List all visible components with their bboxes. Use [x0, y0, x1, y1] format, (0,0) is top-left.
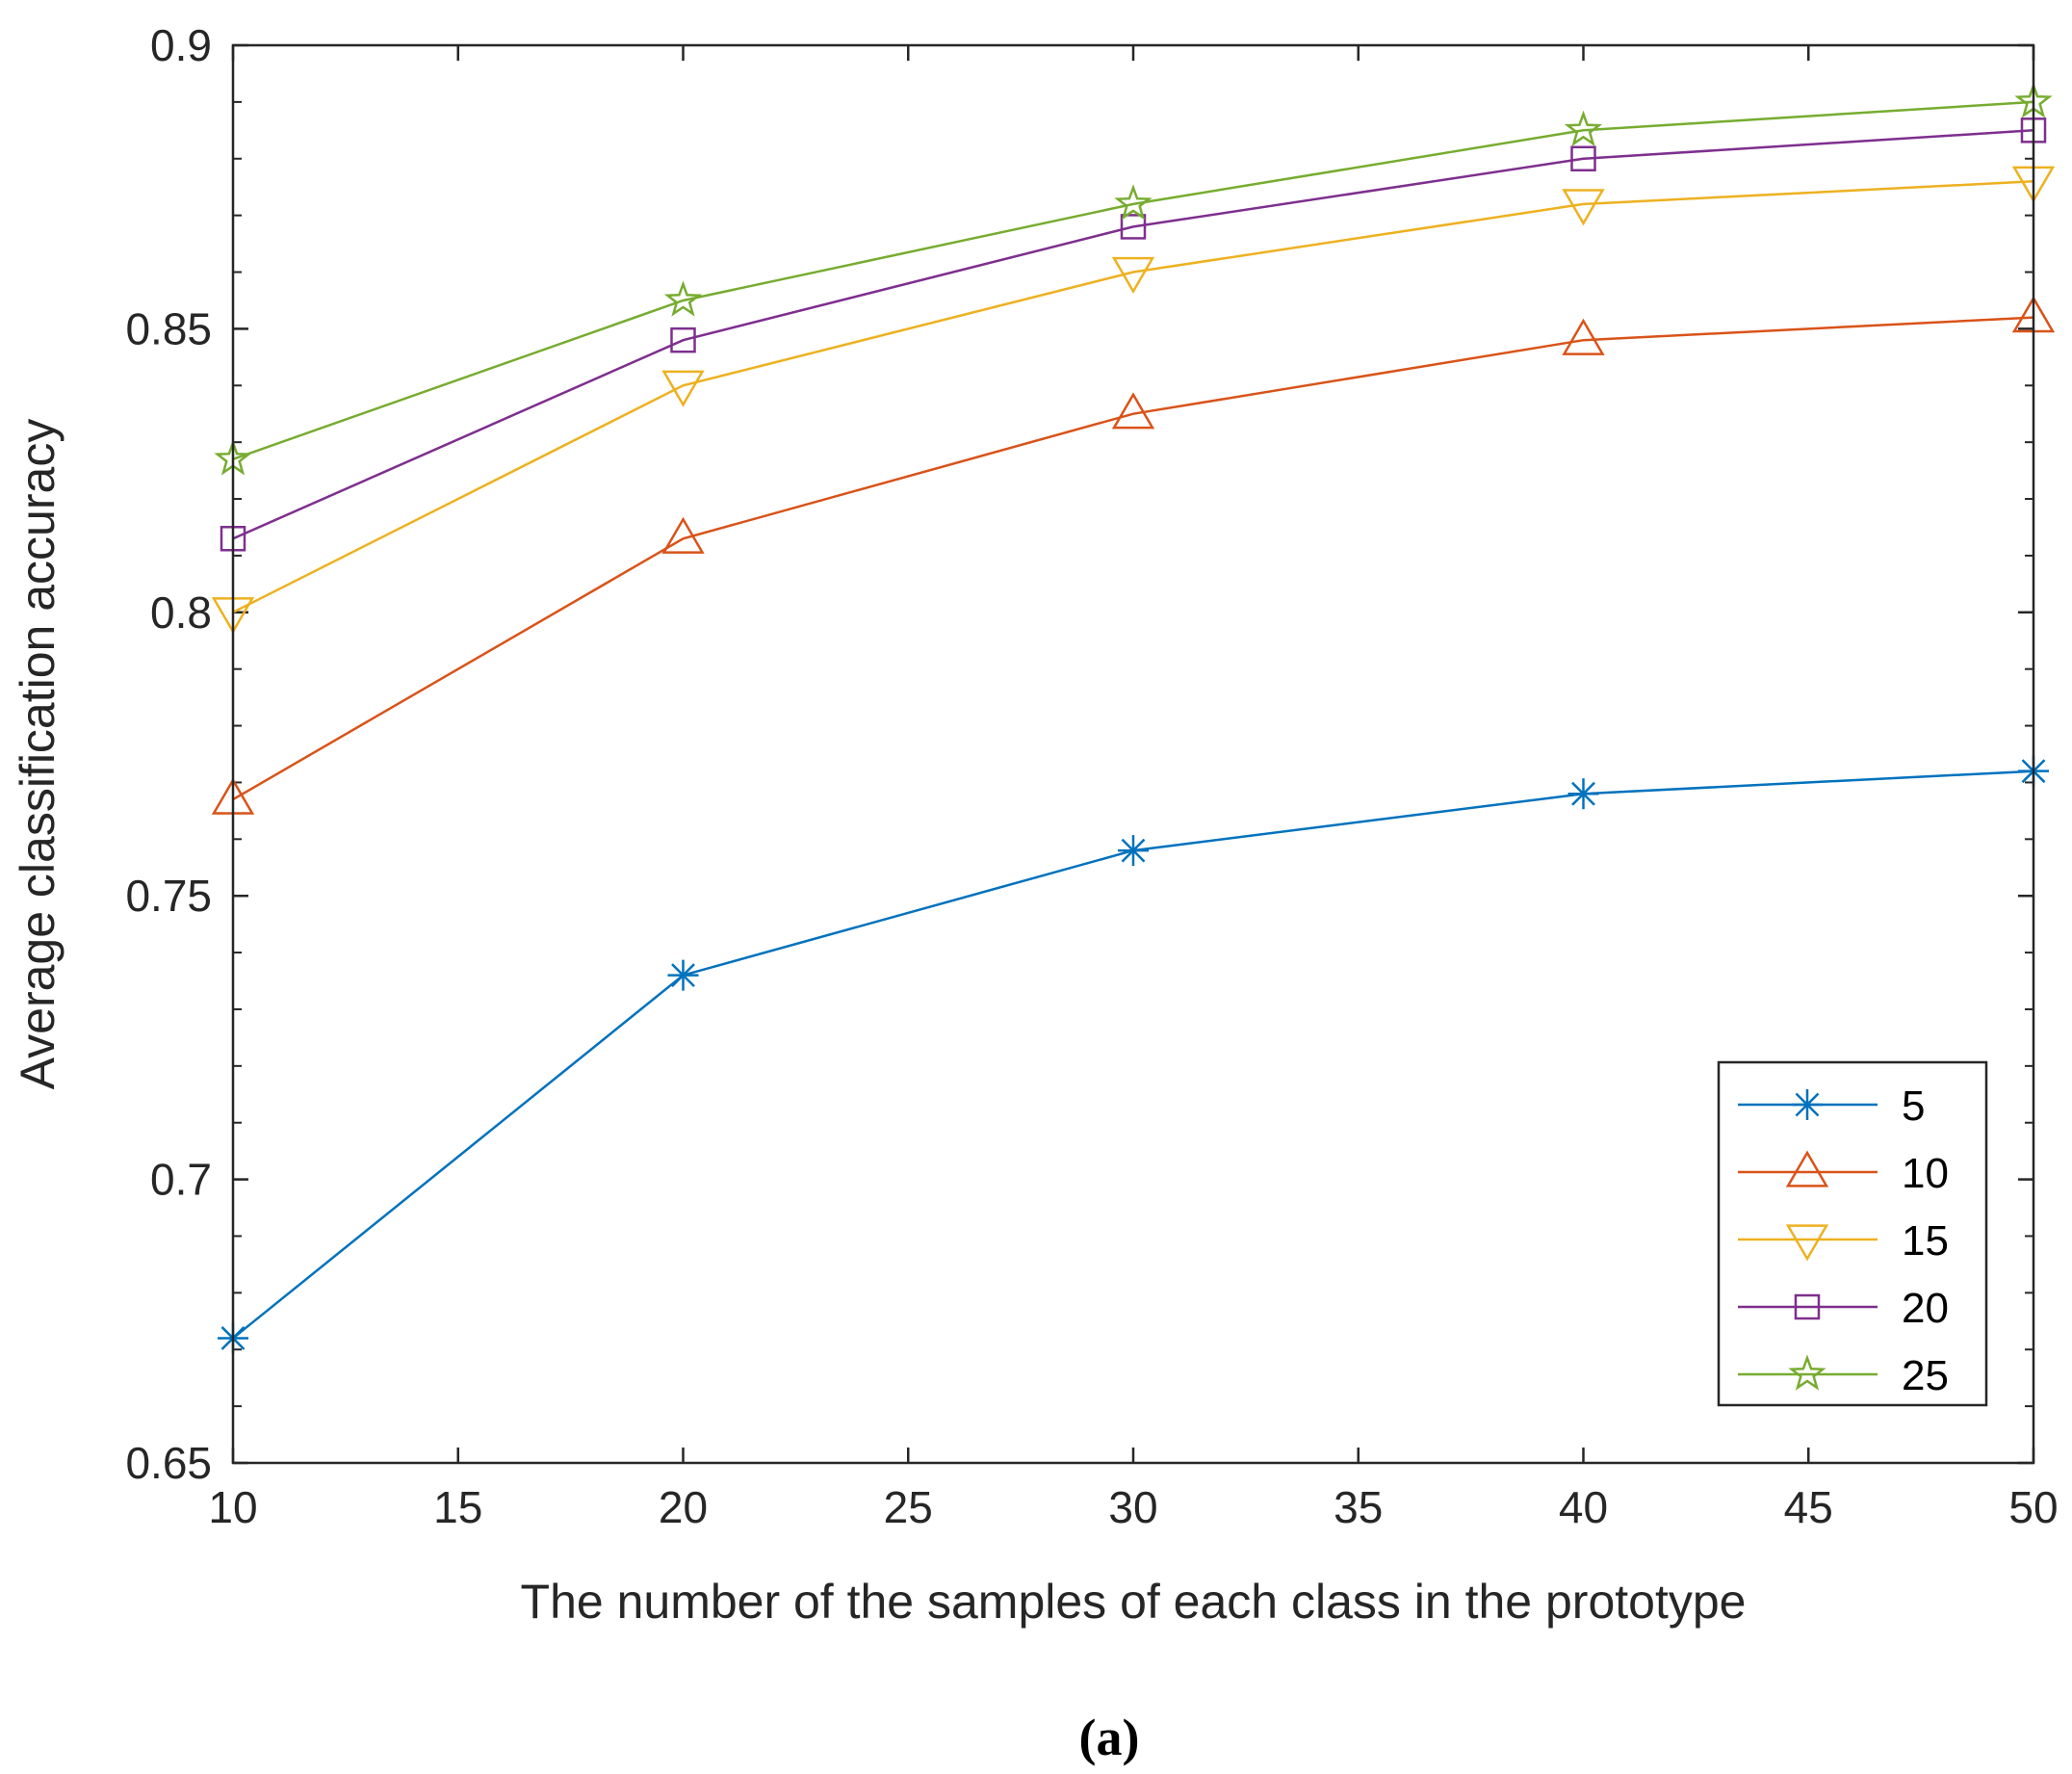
legend-label: 20	[1902, 1285, 1949, 1332]
x-tick-label: 15	[433, 1482, 482, 1532]
y-tick-label: 0.9	[150, 20, 212, 70]
x-tick-label: 45	[1784, 1482, 1833, 1532]
series-line-25	[232, 100, 2034, 460]
legend-marker	[1785, 1150, 1829, 1187]
y-tick-label: 0.8	[150, 587, 212, 638]
legend-entry-25: 25	[1738, 1352, 1949, 1399]
axes-box	[231, 43, 2035, 1465]
y-axis-title: Average classification accuracy	[11, 419, 65, 1090]
data-point-20	[1570, 145, 1596, 172]
legend-box	[1717, 1060, 1988, 1407]
series-line-10	[232, 316, 2034, 801]
x-tick-label: 25	[884, 1482, 933, 1532]
series-15	[211, 166, 2056, 635]
legend-entry-15: 15	[1738, 1217, 1949, 1265]
legend-marker	[1788, 1354, 1826, 1391]
y-tick-label: 0.85	[125, 303, 212, 353]
data-point-5	[667, 959, 699, 991]
x-tick-label: 20	[659, 1482, 708, 1532]
y-tick-label: 0.75	[125, 871, 212, 921]
data-point-25	[1564, 110, 1603, 147]
legend-marker	[1785, 1224, 1829, 1262]
data-point-5	[1567, 778, 1599, 810]
legend-entry-10: 10	[1738, 1150, 1949, 1197]
data-point-25	[663, 280, 703, 317]
y-tick-label: 0.65	[125, 1438, 212, 1488]
series-line-15	[232, 180, 2034, 613]
legend-entry-20: 20	[1738, 1285, 1949, 1332]
y-tick-label: 0.7	[150, 1155, 212, 1205]
data-point-20	[670, 326, 696, 353]
x-tick-label: 50	[2008, 1482, 2058, 1532]
x-axis-title: The number of the samples of each class …	[521, 1575, 1747, 1629]
tick-labels: 10 15 20 25 30 35 40 45 50 0.65 0.7 0.75 0.8 0.85 0.9	[125, 20, 2058, 1532]
legend-label: 5	[1902, 1083, 1925, 1130]
legend: 5 10 15 20 25	[1717, 1060, 1988, 1407]
legend-marker	[1792, 1089, 1823, 1120]
series-line-20	[232, 129, 2034, 540]
data-point-15	[661, 370, 705, 407]
data-point-25	[1114, 184, 1153, 221]
legend-label: 15	[1902, 1217, 1949, 1265]
legend-label: 10	[1902, 1150, 1949, 1197]
data-point-10	[1111, 392, 1155, 430]
x-tick-label: 40	[1559, 1482, 1608, 1532]
x-tick-label: 10	[208, 1482, 257, 1532]
figure-caption: (a)	[1079, 1709, 1140, 1766]
data-point-10	[661, 516, 705, 554]
data-point-20	[1120, 214, 1147, 240]
legend-label: 25	[1902, 1352, 1949, 1399]
legend-marker	[1794, 1293, 1821, 1320]
data-point-15	[1562, 189, 1605, 226]
data-point-5	[1118, 835, 1149, 867]
x-tick-label: 30	[1108, 1482, 1157, 1532]
data-point-15	[1111, 256, 1155, 295]
legend-entry-5: 5	[1738, 1083, 1925, 1130]
series-layer	[211, 82, 2056, 1354]
data-point-10	[1562, 318, 1605, 355]
x-tick-label: 35	[1334, 1482, 1383, 1532]
